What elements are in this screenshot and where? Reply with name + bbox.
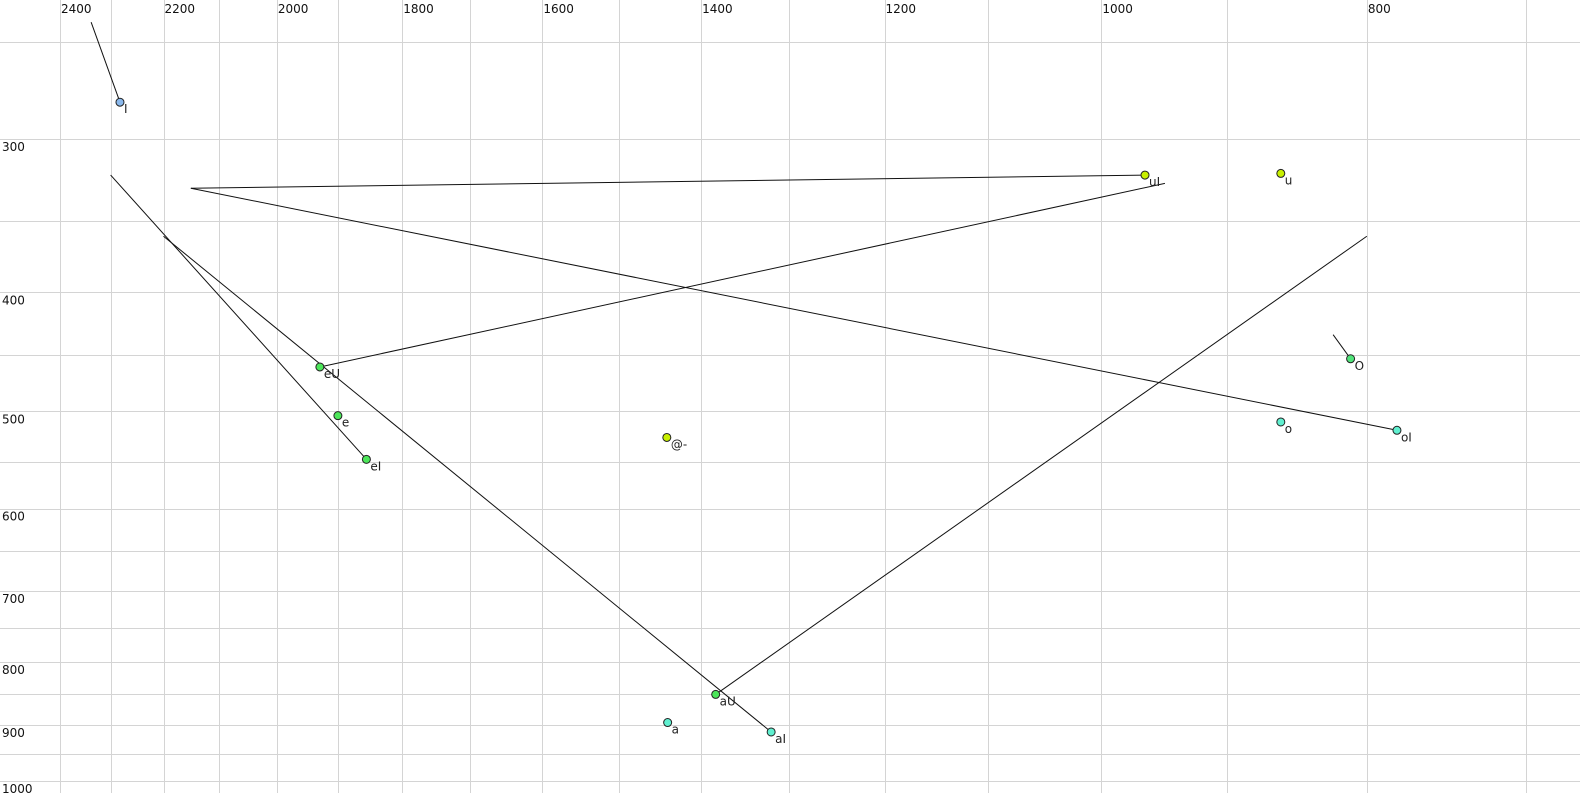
- data-point-o: [1276, 417, 1286, 427]
- point-label: @-: [671, 437, 687, 451]
- point-label: I: [124, 102, 128, 116]
- y-tick-label: 600: [2, 510, 25, 524]
- y-tick-label: 900: [2, 726, 25, 740]
- y-tick-label: 700: [2, 592, 25, 606]
- trajectory-lines: [90, 22, 1398, 733]
- point-label: uI: [1149, 175, 1160, 189]
- point-label: O: [1355, 359, 1364, 373]
- trajectory-line-I: [90, 22, 121, 103]
- trajectory-line-eI: [110, 174, 367, 460]
- x-tick-label: 1200: [886, 2, 917, 16]
- x-tick-label: 1800: [403, 2, 434, 16]
- point-label: u: [1285, 173, 1293, 187]
- data-point-a: [663, 718, 673, 728]
- trajectory-line-aI: [163, 235, 772, 733]
- y-tick-label: 400: [2, 293, 25, 307]
- data-point-@-: [662, 432, 672, 442]
- trajectory-line-aU: [715, 235, 1368, 695]
- trajectory-line-eU: [319, 182, 1166, 368]
- y-tick-label: 1000: [2, 782, 33, 796]
- point-label: aU: [720, 694, 736, 708]
- trajectory-line-O: [1332, 334, 1351, 360]
- data-points: IuI u Oo oI eU e eI @- aU a aI: [115, 97, 1412, 746]
- point-label: o: [1285, 422, 1292, 436]
- point-label: eU: [324, 367, 340, 381]
- data-point-eI: [361, 454, 371, 464]
- point-label: aI: [775, 732, 786, 746]
- point-label: oI: [1401, 430, 1412, 444]
- x-tick-label: 2000: [278, 2, 309, 16]
- data-point-u: [1276, 168, 1286, 178]
- y-tick-label: 300: [2, 140, 25, 154]
- trajectory-line-oI: [190, 187, 1398, 431]
- data-point-O: [1346, 354, 1356, 364]
- point-label: a: [672, 723, 679, 737]
- data-point-oI: [1392, 425, 1402, 435]
- data-point-I: [115, 97, 125, 107]
- x-tick-label: 1400: [702, 2, 733, 16]
- x-tick-label: 2200: [165, 2, 196, 16]
- x-tick-label: 2400: [61, 2, 92, 16]
- data-point-uI: [1140, 170, 1150, 180]
- data-point-aU: [711, 689, 721, 699]
- point-label: e: [342, 416, 349, 430]
- data-point-eU: [315, 362, 325, 372]
- point-label: eI: [370, 459, 381, 473]
- x-tick-label: 1000: [1102, 2, 1133, 16]
- y-tick-label: 500: [2, 412, 25, 426]
- tick-labels: 2400 2200 2000 1800 1600 1400 1200 1000 800 300 40…: [2, 2, 1391, 796]
- data-point-aI: [766, 727, 776, 737]
- x-tick-label: 800: [1368, 2, 1391, 16]
- data-point-e: [333, 411, 343, 421]
- trajectory-line-uI: [190, 174, 1146, 189]
- y-tick-label: 800: [2, 663, 25, 677]
- x-tick-label: 1600: [543, 2, 574, 16]
